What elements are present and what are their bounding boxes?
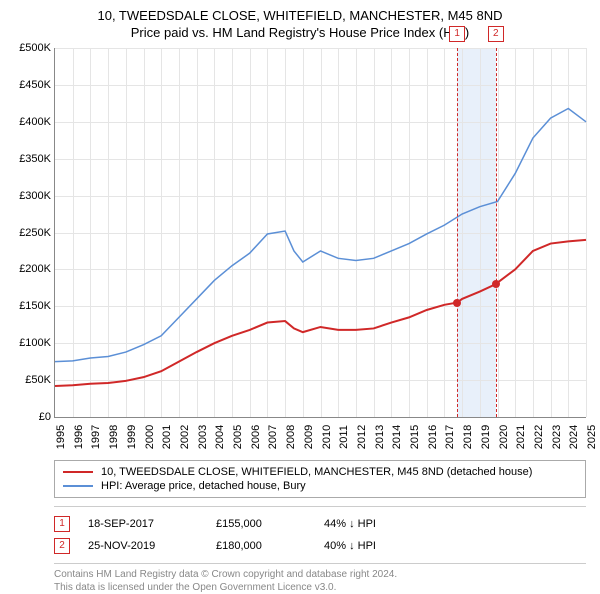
y-axis-label: £250K xyxy=(7,227,51,239)
chart-legend: 10, TWEEDSDALE CLOSE, WHITEFIELD, MANCHE… xyxy=(54,460,586,498)
y-axis-label: £200K xyxy=(7,263,51,275)
x-axis-label: 1995 xyxy=(55,425,67,449)
x-axis-label: 2023 xyxy=(551,425,563,449)
transaction-marker-badge: 2 xyxy=(54,538,70,554)
y-axis-label: £300K xyxy=(7,190,51,202)
chart-lines-svg xyxy=(55,48,586,417)
marker-vline xyxy=(457,48,458,417)
transactions-table: 1 18-SEP-2017 £155,000 44% ↓ HPI 2 25-NO… xyxy=(54,506,586,557)
chart-title: 10, TWEEDSDALE CLOSE, WHITEFIELD, MANCHE… xyxy=(10,8,590,23)
copyright-line: Contains HM Land Registry data © Crown c… xyxy=(54,568,586,581)
x-axis-label: 2020 xyxy=(498,425,510,449)
x-axis-label: 2009 xyxy=(303,425,315,449)
x-axis-label: 2021 xyxy=(515,425,527,449)
marker-dot xyxy=(453,299,461,307)
x-axis-label: 2015 xyxy=(409,425,421,449)
series-price_paid xyxy=(55,240,586,386)
y-axis-label: £50K xyxy=(7,374,51,386)
x-axis-label: 2002 xyxy=(179,425,191,449)
transaction-date: 18-SEP-2017 xyxy=(88,518,198,530)
legend-row: 10, TWEEDSDALE CLOSE, WHITEFIELD, MANCHE… xyxy=(63,465,577,479)
x-axis-label: 1996 xyxy=(73,425,85,449)
x-axis-label: 2007 xyxy=(267,425,279,449)
transaction-diff: 44% ↓ HPI xyxy=(324,518,424,530)
x-axis-label: 2000 xyxy=(144,425,156,449)
x-axis-label: 2022 xyxy=(533,425,545,449)
y-axis-label: £500K xyxy=(7,42,51,54)
transaction-row: 1 18-SEP-2017 £155,000 44% ↓ HPI xyxy=(54,513,586,535)
x-axis-label: 2001 xyxy=(161,425,173,449)
legend-swatch xyxy=(63,471,93,473)
x-axis-label: 1998 xyxy=(108,425,120,449)
y-axis-label: £350K xyxy=(7,153,51,165)
transaction-row: 2 25-NOV-2019 £180,000 40% ↓ HPI xyxy=(54,535,586,557)
x-axis-label: 1997 xyxy=(90,425,102,449)
legend-label: 10, TWEEDSDALE CLOSE, WHITEFIELD, MANCHE… xyxy=(101,466,532,478)
x-axis-label: 2008 xyxy=(285,425,297,449)
marker-vline xyxy=(496,48,497,417)
legend-swatch xyxy=(63,485,93,487)
x-axis-label: 2025 xyxy=(586,425,598,449)
y-axis-label: £0 xyxy=(7,411,51,423)
copyright-footer: Contains HM Land Registry data © Crown c… xyxy=(54,563,586,594)
x-axis-label: 2003 xyxy=(197,425,209,449)
marker-dot xyxy=(492,280,500,288)
transaction-marker-badge: 1 xyxy=(54,516,70,532)
x-axis-label: 1999 xyxy=(126,425,138,449)
marker-label-box: 2 xyxy=(488,26,504,42)
x-axis-label: 2005 xyxy=(232,425,244,449)
legend-label: HPI: Average price, detached house, Bury xyxy=(101,480,306,492)
chart-plot-area: £0£50K£100K£150K£200K£250K£300K£350K£400… xyxy=(54,48,586,418)
legend-row: HPI: Average price, detached house, Bury xyxy=(63,479,577,493)
x-axis-label: 2016 xyxy=(427,425,439,449)
x-axis-label: 2006 xyxy=(250,425,262,449)
x-axis-label: 2013 xyxy=(374,425,386,449)
y-axis-label: £100K xyxy=(7,337,51,349)
y-axis-label: £400K xyxy=(7,116,51,128)
y-axis-label: £450K xyxy=(7,79,51,91)
x-axis-label: 2014 xyxy=(391,425,403,449)
x-axis-label: 2012 xyxy=(356,425,368,449)
transaction-date: 25-NOV-2019 xyxy=(88,540,198,552)
x-axis-label: 2019 xyxy=(480,425,492,449)
gridline-vertical xyxy=(586,48,587,417)
x-axis-label: 2018 xyxy=(462,425,474,449)
series-hpi xyxy=(55,109,586,362)
chart-title-block: 10, TWEEDSDALE CLOSE, WHITEFIELD, MANCHE… xyxy=(0,0,600,44)
transaction-diff: 40% ↓ HPI xyxy=(324,540,424,552)
x-axis-label: 2004 xyxy=(214,425,226,449)
copyright-line: This data is licensed under the Open Gov… xyxy=(54,581,586,594)
x-axis-label: 2017 xyxy=(444,425,456,449)
transaction-price: £155,000 xyxy=(216,518,306,530)
transaction-price: £180,000 xyxy=(216,540,306,552)
x-axis-label: 2011 xyxy=(338,425,350,449)
y-axis-label: £150K xyxy=(7,300,51,312)
x-axis-label: 2024 xyxy=(568,425,580,449)
x-axis-label: 2010 xyxy=(321,425,333,449)
marker-label-box: 1 xyxy=(449,26,465,42)
